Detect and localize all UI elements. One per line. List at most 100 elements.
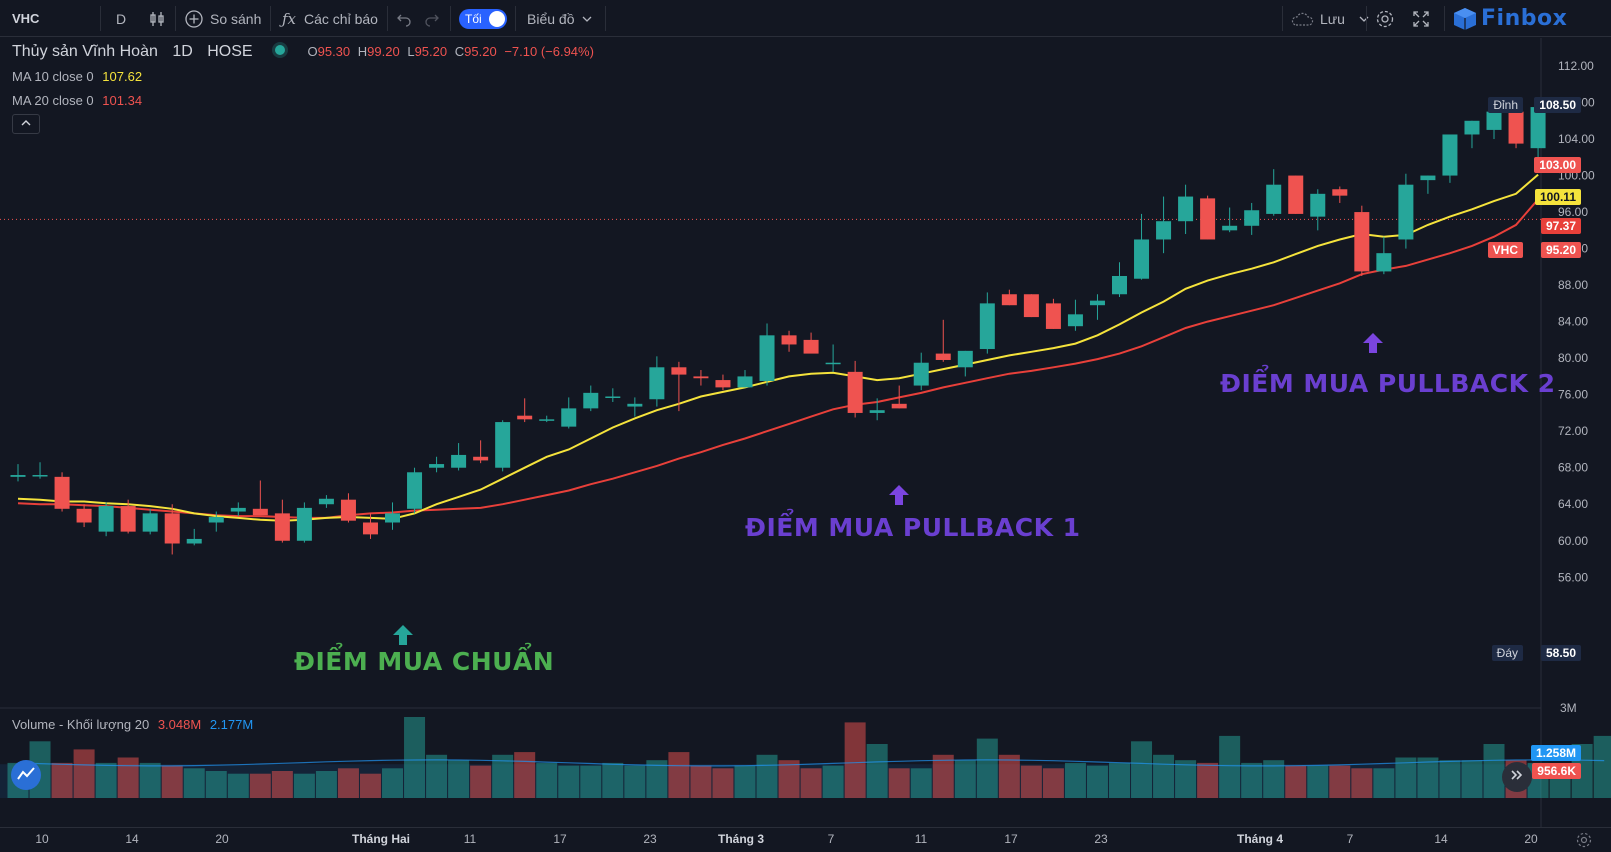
switch-knob [489, 10, 505, 27]
candle-body [385, 513, 401, 523]
symbol-price-tag: VHC [1487, 242, 1523, 258]
pullback-1-label: ĐIỂM MUA PULLBACK 1 [745, 513, 1081, 542]
fullscreen-button[interactable] [1412, 0, 1430, 37]
candle [1376, 236, 1392, 275]
settings-button[interactable] [1375, 0, 1395, 37]
candle [1442, 134, 1458, 183]
redo-icon [424, 11, 440, 27]
volume-legend[interactable]: Volume - Khối lượng 20 3.048M 2.177M [12, 717, 253, 732]
ma10-value: 107.62 [102, 69, 143, 84]
candle [1134, 213, 1150, 280]
volume-bar [1042, 768, 1064, 798]
axis-settings-button[interactable] [1575, 831, 1593, 852]
scroll-to-latest-button[interactable] [1502, 762, 1532, 792]
candle-body [1067, 314, 1083, 327]
candle [649, 356, 665, 407]
volume-bar [866, 744, 888, 798]
candle-body [627, 403, 643, 407]
candle-body [186, 538, 202, 544]
logo-button[interactable] [11, 760, 41, 790]
candle [605, 388, 621, 402]
candle-body [1266, 184, 1282, 214]
price-chart-canvas[interactable]: 112.00108.00104.00100.0096.0092.0088.008… [0, 38, 1611, 827]
indicators-button[interactable]: ƒx Các chỉ báo [282, 0, 378, 37]
chart-style-button[interactable] [148, 0, 166, 37]
volume-bar [1153, 754, 1175, 798]
candle-body [1200, 198, 1216, 240]
market-status-icon [275, 45, 286, 55]
volume-bar [492, 754, 514, 798]
fullscreen-icon [1412, 10, 1430, 28]
volume-bar [580, 765, 602, 798]
high-marker-value: 108.50 [1534, 97, 1581, 113]
function-icon: ƒx [282, 9, 297, 28]
high-label: H [357, 44, 368, 59]
brand-logo[interactable]: Finbox [1452, 0, 1567, 37]
volume-bar [1109, 762, 1130, 798]
candle-body [296, 507, 312, 541]
candle-body [1310, 193, 1326, 217]
candle-body [1222, 225, 1238, 231]
compare-label: So sánh [210, 10, 262, 27]
candle-body [913, 362, 929, 386]
candle-body [891, 403, 907, 409]
volume-bar [668, 752, 690, 798]
volume-bar [1307, 765, 1329, 798]
chart-type-dropdown[interactable]: Biểu đồ [527, 0, 592, 37]
ma20-value: 101.34 [102, 93, 143, 108]
symbol-search[interactable]: VHC [12, 0, 39, 37]
candle-body [693, 376, 709, 379]
candle [1244, 202, 1260, 235]
annotation-arrows [393, 333, 1383, 645]
undo-button[interactable] [396, 0, 412, 37]
low-marker-label: Đáy [1491, 645, 1523, 661]
high-value: 99.20 [367, 44, 400, 59]
legend-exchange: HOSE [207, 43, 253, 60]
candle-body [429, 464, 445, 468]
candle [671, 361, 687, 412]
candle [759, 323, 775, 386]
volume-bar [536, 762, 558, 798]
gear-icon [1375, 9, 1395, 29]
volume-bar [404, 717, 426, 798]
ma20-legend[interactable]: MA 20 close 0 101.34 [12, 93, 142, 108]
candle [913, 352, 929, 391]
volume-bar [51, 762, 73, 798]
volume-bar [1373, 768, 1395, 798]
redo-button[interactable] [424, 0, 440, 37]
ohlc-values: O95.30 H99.20 L95.20 C95.20 −7.10 (−6.94… [307, 44, 593, 59]
ma10-legend[interactable]: MA 10 close 0 107.62 [12, 69, 142, 84]
candle-body [495, 422, 511, 468]
candle-body [561, 408, 577, 427]
volume-bar [271, 771, 293, 798]
volume-bar [734, 765, 756, 798]
time-tick-label: 7 [1346, 832, 1354, 846]
chart-area[interactable]: 112.00108.00104.00100.0096.0092.0088.008… [0, 38, 1611, 827]
theme-toggle[interactable]: Tối [459, 0, 507, 37]
time-tick-label: 23 [1094, 832, 1108, 846]
last-price-tag: 103.00 [1534, 157, 1581, 173]
price-tick-label: 96.00 [1558, 205, 1588, 219]
candle-layer [10, 97, 1546, 555]
time-axis[interactable]: 10 14 20 Tháng Hai 11 17 23 Tháng 3 7 11 17 23 Tháng… [0, 827, 1611, 852]
candle-body [1508, 111, 1524, 144]
candle-body [1442, 134, 1458, 176]
time-tick-label: Tháng 4 [1236, 832, 1284, 846]
candle [98, 502, 114, 537]
candle-body [362, 522, 378, 535]
divider [515, 6, 516, 31]
save-dropdown[interactable]: Lưu [1290, 0, 1369, 37]
volume-layer [0, 717, 1611, 798]
price-tick-label: 72.00 [1558, 424, 1588, 438]
candle [517, 398, 533, 423]
theme-switch: Tối [459, 8, 507, 29]
ma10-label: MA 10 close 0 [12, 69, 94, 84]
interval-button[interactable]: D [116, 0, 126, 37]
change-value: −7.10 (−6.94%) [504, 44, 594, 59]
candle [54, 472, 70, 512]
volume-bar [227, 773, 249, 798]
volume-bar [359, 773, 381, 798]
compare-button[interactable]: So sánh [184, 0, 261, 37]
open-value: 95.30 [317, 44, 351, 59]
collapse-legend-button[interactable] [12, 114, 40, 134]
